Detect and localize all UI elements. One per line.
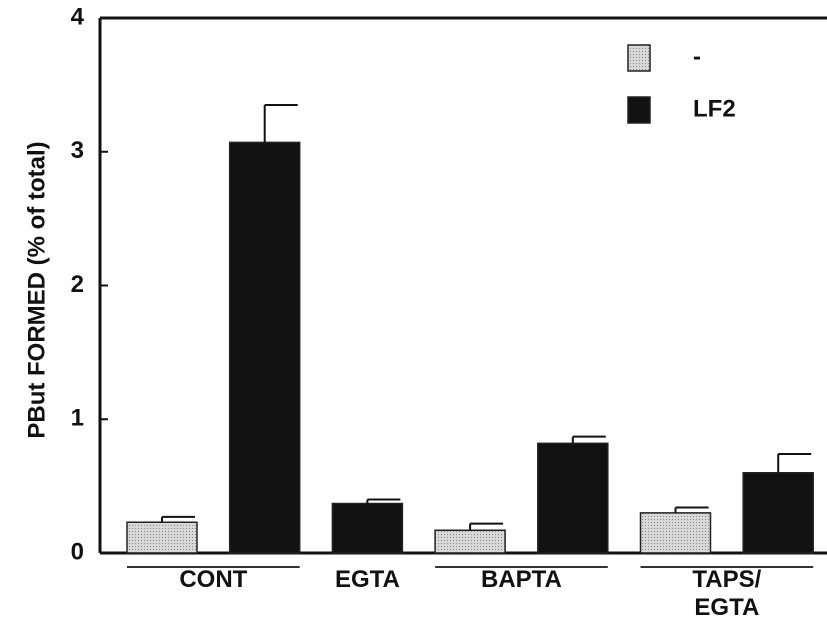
bar: [126, 521, 198, 554]
bar: [228, 141, 301, 554]
x-tick-label: BAPTA: [480, 566, 562, 593]
x-tick-label: CONT: [179, 566, 248, 593]
y-tick-label: 2: [71, 271, 84, 298]
legend-swatch: [627, 96, 651, 124]
y-tick-label: 1: [71, 405, 84, 432]
y-axis-label: PBut FORMED (% of total): [23, 141, 50, 438]
bar: [434, 529, 506, 554]
legend-label: LF2: [693, 95, 736, 122]
bar: [742, 472, 814, 554]
legend-swatch: [627, 44, 651, 72]
x-tick-label: EGTA: [334, 566, 400, 593]
legend-label: -: [693, 43, 701, 70]
y-tick-label: 0: [71, 538, 84, 565]
y-tick-label: 3: [71, 137, 84, 164]
y-tick-label: 4: [71, 3, 85, 30]
bar: [639, 512, 712, 554]
bar: [331, 502, 404, 554]
bar: [537, 442, 609, 554]
x-tick-label: TAPS/ EGTA: [692, 566, 762, 621]
